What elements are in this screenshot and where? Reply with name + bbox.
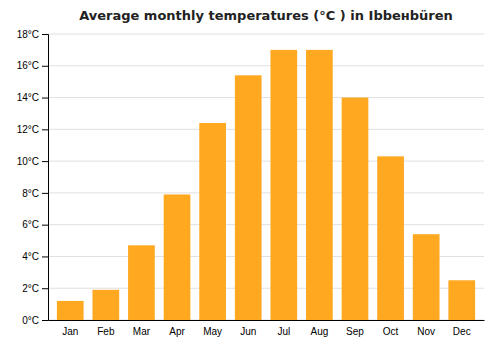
bar <box>92 290 119 320</box>
tick: Jul <box>277 326 290 337</box>
grid-line <box>48 97 484 98</box>
tick: Feb <box>97 326 115 337</box>
tick: 18°C <box>17 29 48 40</box>
tick: 6°C <box>22 219 48 230</box>
tick-label: Mar <box>133 326 151 337</box>
tick-label: Sep <box>346 326 364 337</box>
bars <box>57 50 475 320</box>
grid <box>48 34 484 320</box>
tick-label: May <box>203 326 222 337</box>
tick: 2°C <box>22 283 48 294</box>
bar <box>306 50 333 320</box>
grid-line <box>48 192 484 193</box>
tick-label: 12°C <box>17 124 39 135</box>
tick-mark <box>42 129 48 130</box>
tick-label: Aug <box>310 326 328 337</box>
title: Average monthly temperatures (°C ) in Ib… <box>79 8 453 23</box>
tick-label: Jul <box>277 326 290 337</box>
tick-mark <box>42 225 48 226</box>
tick: Oct <box>383 326 399 337</box>
tick-label: Apr <box>169 326 185 337</box>
tick: 0°C <box>22 315 48 326</box>
tick: May <box>203 326 222 337</box>
tick: Apr <box>169 326 185 337</box>
tick-label: 4°C <box>22 251 39 262</box>
bar <box>413 234 440 320</box>
tick-label: 6°C <box>22 219 39 230</box>
chart: 0°C 2°C 4°C 6°C 8°C 10°C 12°C 14°C 16°C 18°C Jan Fe… <box>0 0 500 350</box>
tick-label: 16°C <box>17 60 39 71</box>
tick-mark <box>42 66 48 67</box>
y-axis: 0°C 2°C 4°C 6°C 8°C 10°C 12°C 14°C 16°C 18°C <box>17 29 49 326</box>
bar <box>270 50 297 320</box>
tick-mark <box>42 161 48 162</box>
tick-mark <box>42 98 48 99</box>
grid-line <box>48 34 484 35</box>
tick: Dec <box>453 326 471 337</box>
tick-label: 8°C <box>22 188 39 199</box>
plot: 0°C 2°C 4°C 6°C 8°C 10°C 12°C 14°C 16°C 18°C Jan Fe… <box>17 29 485 337</box>
tick: Aug <box>310 326 328 337</box>
tick: Sep <box>346 326 364 337</box>
bar <box>448 280 475 320</box>
tick: 8°C <box>22 188 48 199</box>
tick: 4°C <box>22 251 48 262</box>
bar <box>128 245 155 320</box>
grid-line <box>48 65 484 66</box>
tick-label: Oct <box>383 326 399 337</box>
tick-label: Jun <box>240 326 256 337</box>
grid-line <box>48 224 484 225</box>
tick-label: Nov <box>417 326 435 337</box>
bar <box>199 123 226 320</box>
bar <box>342 98 369 320</box>
tick-label: Feb <box>97 326 115 337</box>
tick: 10°C <box>17 156 48 167</box>
tick: Jan <box>62 326 78 337</box>
grid-line <box>48 129 484 130</box>
tick: 16°C <box>17 60 48 71</box>
tick-mark <box>42 34 48 35</box>
bar <box>164 194 191 320</box>
tick-mark <box>42 288 48 289</box>
tick-label: 18°C <box>17 29 39 40</box>
tick: Jun <box>240 326 256 337</box>
grid-line <box>48 161 484 162</box>
tick: Mar <box>133 326 151 337</box>
tick: 14°C <box>17 92 48 103</box>
axis-line <box>42 35 49 321</box>
tick: 12°C <box>17 124 48 135</box>
tick-label: 10°C <box>17 156 39 167</box>
tick-label: 0°C <box>22 315 39 326</box>
bar <box>377 156 404 320</box>
tick-mark <box>42 320 48 321</box>
tick-mark <box>42 193 48 194</box>
bar <box>57 301 84 320</box>
axis-line <box>49 320 485 321</box>
x-axis: Jan Feb Mar Apr May Jun Jul Aug Sep Oct Nov Dec <box>49 321 485 338</box>
tick-label: 2°C <box>22 283 39 294</box>
tick: Nov <box>417 326 435 337</box>
tick-label: 14°C <box>17 92 39 103</box>
tick-label: Dec <box>453 326 471 337</box>
tick-mark <box>42 256 48 257</box>
tick-label: Jan <box>62 326 78 337</box>
bar <box>235 75 262 320</box>
